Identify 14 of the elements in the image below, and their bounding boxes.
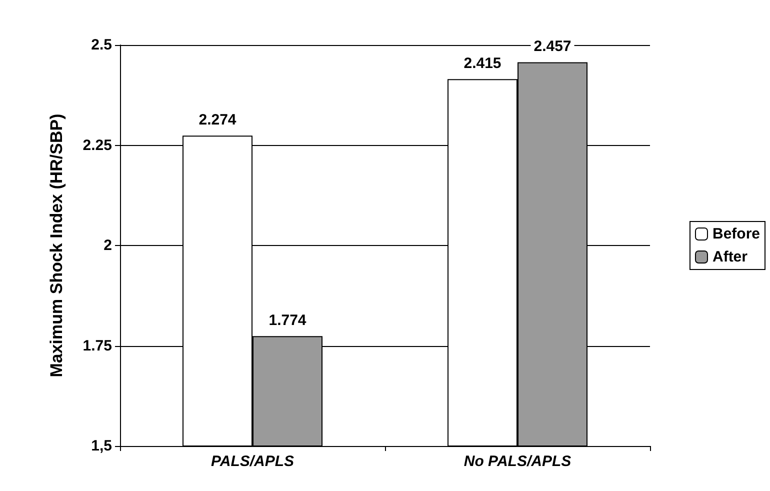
y-axis-title: Maximum Shock Index (HR/SBP)	[47, 114, 66, 378]
y-tick-label: 2.25	[82, 136, 112, 154]
y-tick-label: 2	[104, 237, 112, 254]
y-tick-label: 1.75	[82, 337, 112, 354]
y-tick-label: 2.5	[91, 36, 112, 54]
data-label: 1.774	[268, 312, 307, 330]
x-tick-label: No PALS/APLS	[464, 453, 572, 470]
x-tick-label: PALS/APLS	[210, 453, 294, 470]
y-tick-label: 1,5	[91, 438, 112, 454]
data-label: 2.415	[464, 55, 502, 72]
data-label: 2.274	[198, 112, 237, 129]
data-label: 2.457	[534, 38, 572, 56]
legend-label: After	[712, 248, 748, 266]
legend-label: Before	[712, 226, 760, 242]
